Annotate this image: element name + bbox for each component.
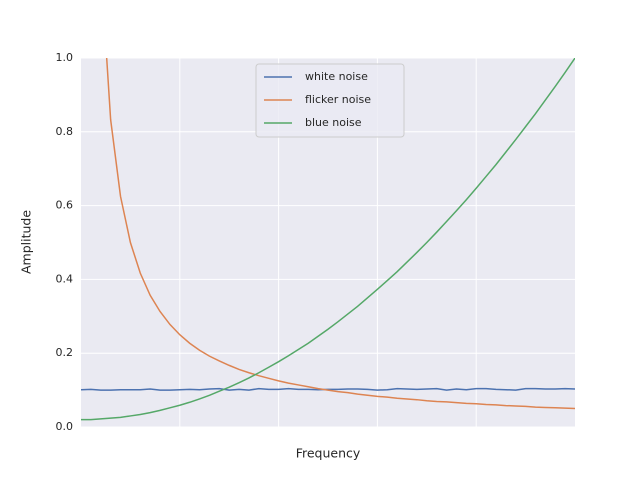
legend-label: flicker noise	[305, 93, 371, 106]
legend-label: white noise	[305, 70, 368, 83]
y-tick-label: 0.0	[56, 420, 74, 433]
data-line	[81, 58, 575, 421]
data-line	[105, 58, 575, 410]
x-axis-label: Frequency	[296, 446, 361, 461]
y-tick-label: 0.2	[56, 346, 74, 359]
legend-label: blue noise	[305, 116, 362, 129]
y-tick-label: 0.4	[56, 272, 74, 285]
y-axis-label: Amplitude	[19, 210, 34, 274]
legend-box	[255, 63, 405, 138]
y-tick-label: 0.6	[56, 199, 74, 212]
y-tick-label: 1.0	[56, 51, 74, 64]
y-tick-label: 0.8	[56, 125, 74, 138]
